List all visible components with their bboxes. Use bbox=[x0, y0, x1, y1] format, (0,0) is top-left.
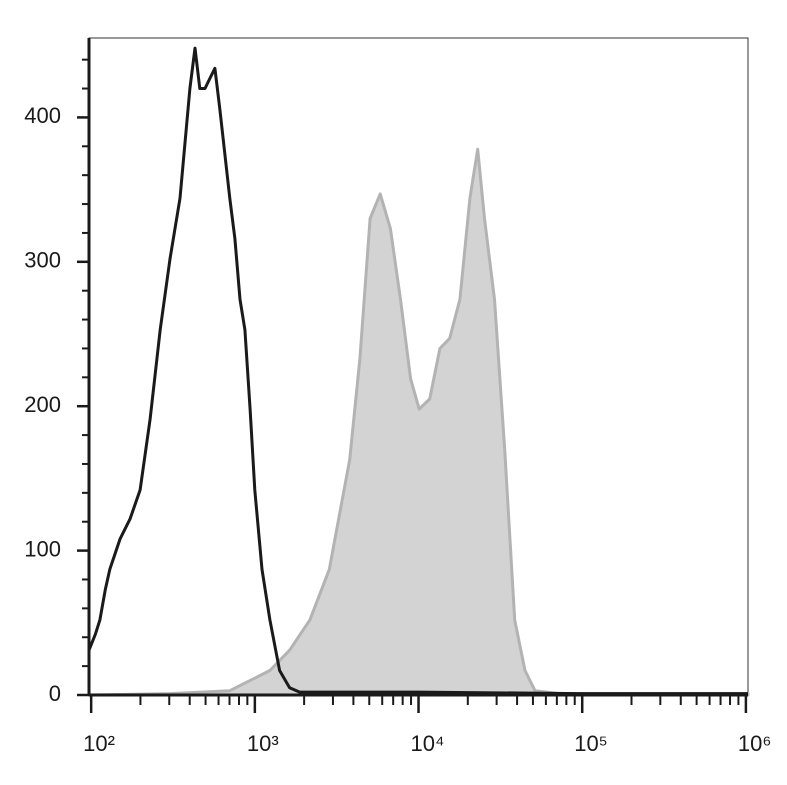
y-tick-label: 0 bbox=[49, 681, 61, 706]
x-tick-label: 10² bbox=[83, 731, 115, 756]
y-tick-label: 200 bbox=[24, 392, 61, 417]
y-tick-label: 400 bbox=[24, 103, 61, 128]
y-tick-label: 100 bbox=[24, 536, 61, 561]
x-tick-label: 10³ bbox=[247, 731, 279, 756]
histogram-line bbox=[87, 46, 748, 696]
x-tick-label: 10⁵ bbox=[574, 731, 608, 756]
histogram-area bbox=[87, 147, 750, 697]
y-tick-label: 300 bbox=[24, 248, 61, 273]
x-tick-label: 10⁶ bbox=[738, 731, 772, 756]
x-tick-label: 10⁴ bbox=[411, 731, 445, 756]
